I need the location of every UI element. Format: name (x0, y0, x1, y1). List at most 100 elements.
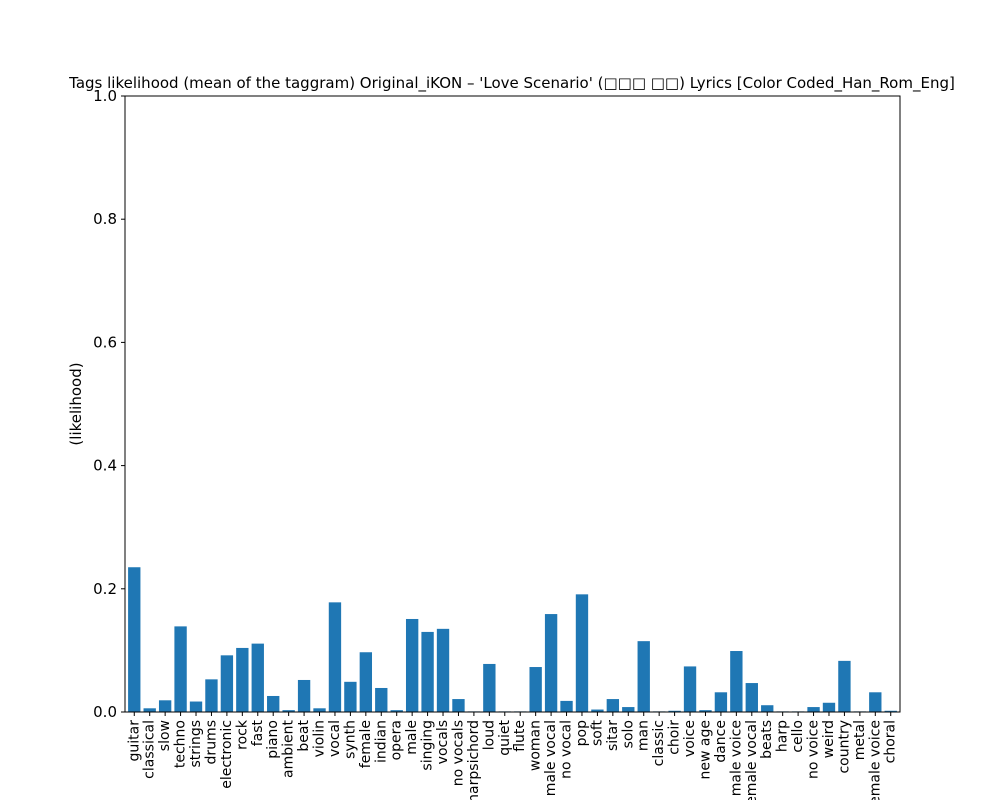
x-tick-label: quiet (497, 720, 513, 756)
bar-female (359, 652, 373, 712)
x-tick-label: no vocal (559, 720, 575, 779)
bar-sitar (606, 699, 620, 712)
x-tick-label: fast (250, 719, 266, 746)
chart-title: Tags likelihood (mean of the taggram) Or… (68, 74, 955, 93)
bar-rock (236, 647, 249, 712)
x-tick-label: beat (296, 719, 312, 751)
bar-dance (714, 692, 728, 712)
x-tick-label: no voice (806, 720, 822, 779)
x-tick-label: drums (203, 720, 219, 764)
x-tick-label: electronic (219, 720, 235, 789)
bar-no-vocal (560, 700, 573, 712)
plot-frame (124, 95, 901, 713)
bar-techno (174, 626, 187, 712)
x-axis: guitar classical slow techno strings drums ele… (126, 712, 899, 804)
bar-solo (622, 707, 635, 712)
x-tick-label: new age (697, 720, 713, 779)
x-tick-label: female (358, 720, 374, 768)
bar-synth (344, 681, 357, 712)
x-tick-label: choral (883, 720, 899, 763)
x-tick-label: classical (142, 720, 158, 779)
x-tick-label: male voice (728, 720, 744, 796)
bar-vocals (436, 628, 450, 712)
bar-choir (668, 710, 681, 712)
x-tick-label: singing (420, 720, 436, 771)
x-tick-label: piano (265, 720, 281, 759)
bar-no-voice (807, 707, 820, 712)
x-tick-label: dance (713, 720, 729, 763)
bar-male-voice (730, 651, 743, 712)
bar-country (838, 660, 851, 712)
bar-loud (483, 663, 496, 712)
y-tick-label: 0.8 (93, 210, 117, 228)
bar-opera (390, 710, 403, 712)
bar-strings (189, 701, 203, 712)
x-tick-label: vocals (435, 720, 451, 764)
bar-beats (761, 705, 774, 712)
bar-pop (575, 594, 589, 712)
bar-fast (251, 643, 264, 712)
x-tick-label: slow (157, 720, 173, 751)
x-tick-label: solo (620, 720, 636, 748)
x-tick-label: harp (775, 720, 791, 752)
y-tick-label: 1.0 (93, 87, 117, 105)
x-tick-label: ambient (281, 719, 297, 777)
bar-violin (313, 708, 326, 712)
bar-male-vocal (544, 614, 558, 712)
bars-group (128, 567, 897, 712)
x-tick-label: soft (589, 719, 605, 746)
y-tick-label: 0.2 (93, 580, 117, 598)
bar-guitar (128, 567, 141, 712)
x-tick-label: cello (790, 720, 806, 753)
bar-man (637, 641, 650, 712)
x-tick-label: classic (651, 720, 667, 766)
x-tick-label: strings (188, 720, 204, 767)
bar-slow (158, 700, 172, 712)
x-tick-label: guitar (126, 720, 142, 762)
bar-woman (529, 667, 542, 712)
bar-singing (421, 631, 434, 712)
x-tick-label: sitar (605, 720, 621, 751)
bar-female-voice (869, 692, 882, 712)
x-tick-label: flute (512, 720, 528, 752)
bar-drums (205, 679, 218, 712)
bar-female-vocal (745, 683, 758, 712)
x-tick-label: metal (852, 720, 868, 760)
bar-vocal (328, 602, 342, 712)
x-tick-label: opera (389, 720, 405, 760)
x-tick-label: woman (528, 720, 544, 771)
x-tick-label: female vocal (744, 720, 760, 800)
x-tick-label: choir (667, 720, 683, 755)
x-tick-label: vocal (327, 720, 343, 757)
x-tick-label: female voice (867, 720, 883, 800)
x-tick-label: harpsichord (466, 720, 482, 800)
bar-choral (884, 710, 897, 712)
x-tick-label: indian (373, 720, 389, 763)
x-tick-label: weird (821, 720, 837, 758)
bar-piano (267, 695, 280, 712)
y-tick-label: 0.0 (93, 703, 117, 721)
x-tick-label: rock (234, 719, 250, 750)
x-tick-label: male (404, 720, 420, 755)
bar-no-vocals (452, 699, 465, 712)
x-tick-label: synth (342, 720, 358, 759)
y-tick-label: 0.4 (93, 457, 117, 475)
bar-male (405, 618, 419, 712)
y-axis-label: (likelihood) (67, 362, 85, 445)
bar-weird (822, 702, 836, 712)
bar-electronic (220, 655, 234, 712)
bar-voice (683, 666, 697, 712)
y-axis: 0.0 0.2 0.4 0.6 0.8 1.0 (93, 87, 125, 721)
x-tick-label: pop (574, 720, 590, 746)
bar-soft (591, 709, 604, 712)
x-tick-label: voice (682, 720, 698, 757)
x-tick-label: violin (312, 720, 328, 757)
bar-indian (375, 687, 388, 712)
bar-ambient (282, 710, 295, 712)
x-tick-label: man (636, 720, 652, 751)
x-tick-label: no vocals (450, 720, 466, 786)
bar-classical (143, 708, 156, 712)
bar-beat (297, 679, 311, 712)
